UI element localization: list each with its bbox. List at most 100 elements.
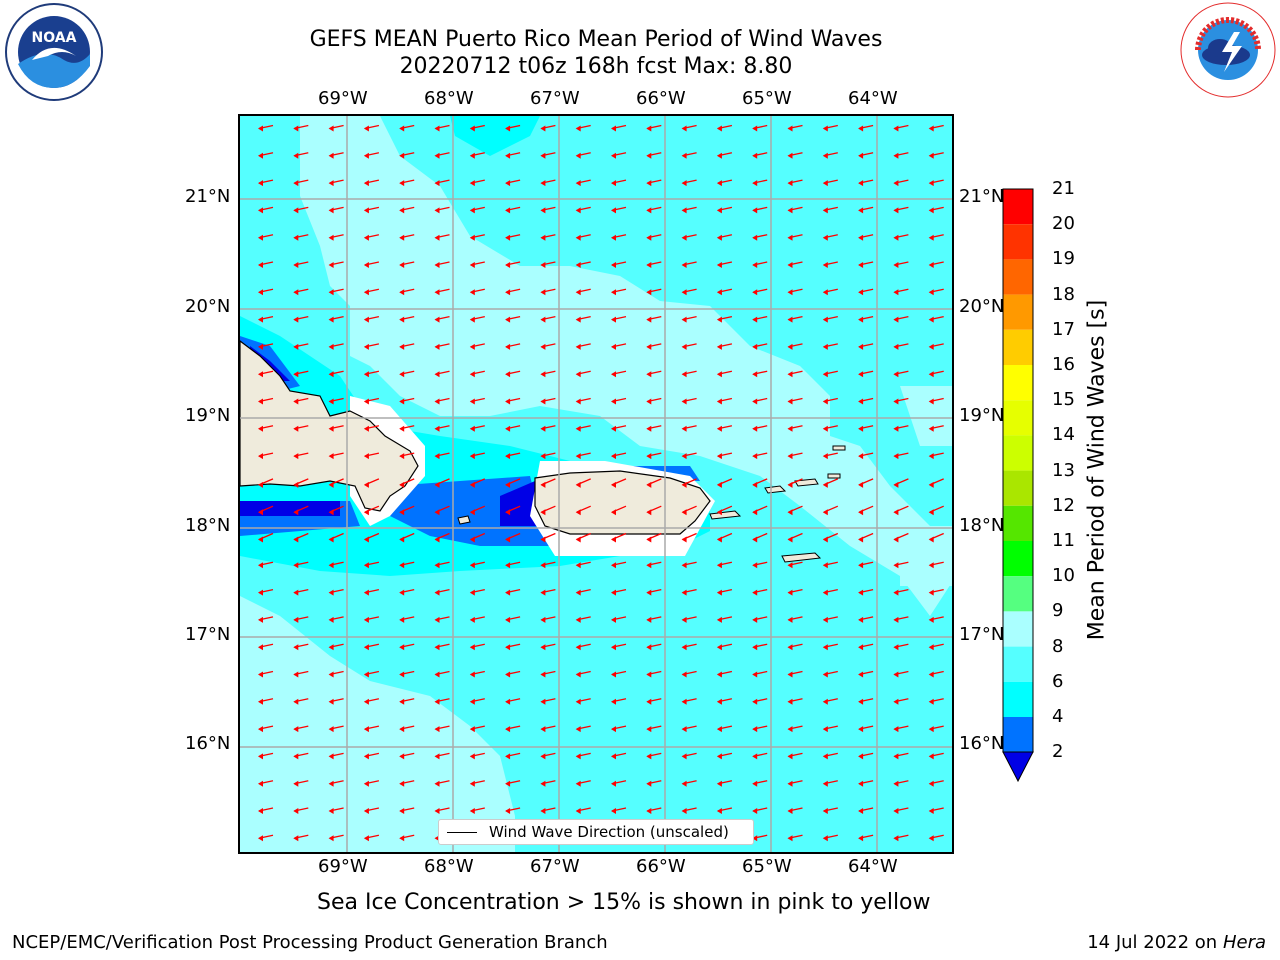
land-st-croix <box>781 552 822 563</box>
wave-direction-arrow <box>469 588 485 596</box>
wave-direction-arrow <box>469 234 485 241</box>
wave-direction-arrow <box>611 452 627 460</box>
wave-direction-arrow <box>328 616 344 623</box>
wave-direction-arrow <box>469 752 485 760</box>
wave-direction-arrow <box>787 397 803 405</box>
wave-direction-arrow <box>540 670 556 678</box>
wave-direction-arrow <box>293 315 309 323</box>
colorbar-segment <box>1003 646 1033 682</box>
wave-direction-arrow <box>681 588 697 596</box>
wave-direction-arrow <box>399 179 415 187</box>
lat-label-right: 20°N <box>959 296 1005 317</box>
wave-direction-arrow <box>646 179 662 187</box>
lat-label-right: 19°N <box>959 405 1005 426</box>
wave-direction-arrow <box>716 616 733 623</box>
wave-direction-arrow <box>893 452 909 460</box>
lon-label-top: 65°W <box>742 88 792 109</box>
wave-direction-arrow <box>611 532 627 543</box>
wave-direction-arrow <box>293 234 309 241</box>
wave-direction-arrow <box>611 343 627 350</box>
wave-direction-arrow <box>681 343 697 350</box>
wave-direction-arrow <box>363 179 380 187</box>
wave-direction-arrow <box>611 780 627 787</box>
wave-direction-arrow <box>399 478 415 488</box>
lon-label-bottom: 67°W <box>530 856 580 877</box>
wave-direction-arrow <box>469 397 485 405</box>
wave-direction-arrow <box>858 124 874 132</box>
wave-direction-arrow <box>399 643 415 651</box>
wave-direction-arrow <box>469 643 485 651</box>
wave-direction-arrow <box>787 616 803 623</box>
wave-direction-arrow <box>258 124 274 132</box>
wave-direction-arrow <box>258 425 274 432</box>
wave-direction-arrow <box>611 561 627 569</box>
wave-direction-arrow <box>611 288 627 296</box>
wave-direction-arrow <box>505 452 521 460</box>
colorbar-tick-label: 13 <box>1052 459 1075 481</box>
wave-direction-arrow <box>434 152 450 159</box>
wave-direction-arrow <box>928 179 944 187</box>
wave-direction-arrow <box>258 780 274 787</box>
wave-direction-arrow <box>611 370 627 378</box>
wave-direction-arrow <box>399 616 415 623</box>
wave-direction-arrow <box>505 616 521 623</box>
wave-direction-arrow <box>469 478 486 488</box>
wave-direction-arrow <box>822 588 838 596</box>
wave-direction-arrow <box>787 725 803 733</box>
wave-direction-arrow <box>328 752 344 760</box>
wave-direction-arrow <box>893 343 909 350</box>
wave-direction-arrow <box>434 234 450 241</box>
wave-direction-arrow <box>434 561 450 569</box>
wave-direction-arrow <box>893 834 909 842</box>
wave-direction-arrow <box>328 370 344 378</box>
wave-direction-arrow <box>399 452 415 460</box>
wave-direction-arrow <box>328 152 344 159</box>
wave-direction-arrow <box>787 452 803 460</box>
wave-direction-arrow <box>822 616 838 623</box>
wave-direction-arrow <box>928 807 944 814</box>
wave-direction-arrow <box>611 616 627 623</box>
wave-period-map <box>240 116 952 852</box>
wave-direction-arrow <box>822 452 838 460</box>
wave-direction-arrow <box>787 478 803 488</box>
colorbar-tick-label: 10 <box>1052 565 1075 587</box>
wave-direction-arrow <box>646 752 662 760</box>
wave-direction-arrow <box>363 343 380 350</box>
wave-direction-arrow <box>752 834 768 842</box>
wave-direction-arrow <box>928 234 944 241</box>
colorbar-tick-label: 4 <box>1052 706 1064 727</box>
colorbar-tick-label: 15 <box>1052 389 1075 411</box>
wave-direction-arrow <box>505 425 521 432</box>
wave-direction-arrow <box>293 397 309 405</box>
wave-direction-arrow <box>575 670 591 678</box>
wave-direction-arrow <box>681 643 697 651</box>
colorbar-tick-label: 11 <box>1052 530 1075 551</box>
wave-direction-arrow <box>646 343 662 350</box>
wave-direction-arrow <box>469 206 485 214</box>
wave-direction-arrow <box>293 670 309 678</box>
wave-direction-arrow <box>716 532 733 543</box>
map-legend: Wind Wave Direction (unscaled) <box>438 819 754 845</box>
wave-direction-arrow <box>328 179 344 187</box>
wave-direction-arrow <box>505 752 521 760</box>
wave-direction-arrow <box>681 425 697 432</box>
wave-direction-arrow <box>540 725 556 733</box>
wave-direction-arrow <box>363 588 380 596</box>
colorbar-segment <box>1003 505 1033 541</box>
wave-direction-arrow <box>505 588 521 596</box>
wave-direction-arrow <box>822 179 838 187</box>
wave-direction-arrow <box>328 206 344 214</box>
wave-direction-arrow <box>822 124 838 132</box>
noaa-logo: NOAA <box>5 3 103 101</box>
wave-direction-arrow <box>575 397 591 405</box>
wave-direction-arrow <box>469 315 485 323</box>
wave-direction-arrow <box>293 780 309 787</box>
wave-direction-arrow <box>328 834 344 842</box>
wave-direction-arrow <box>258 834 274 842</box>
wave-direction-arrow <box>716 425 733 432</box>
wave-direction-arrow <box>858 616 874 623</box>
wave-direction-arrow <box>328 234 344 241</box>
wave-direction-arrow <box>822 505 839 516</box>
wave-direction-arrow <box>505 670 521 678</box>
colorbar-under-triangle <box>1002 751 1034 783</box>
